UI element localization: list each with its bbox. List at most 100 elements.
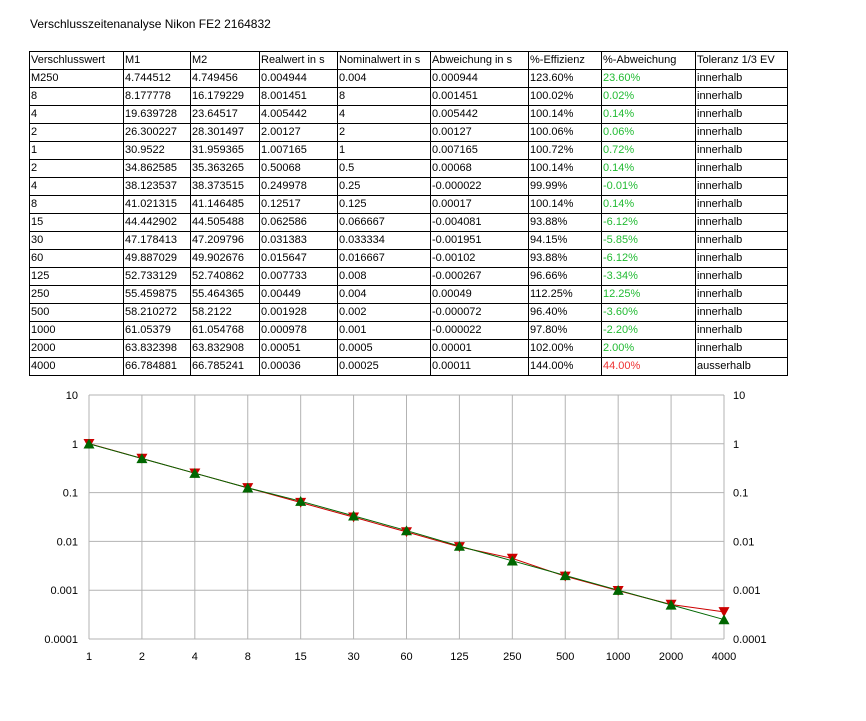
table-cell: 0.00017 [430, 195, 529, 214]
x-tick-label: 4000 [712, 651, 736, 663]
table-cell: 8.177778 [123, 87, 191, 106]
y-tick-label-right: 10 [733, 390, 745, 402]
table-row: M250 4.744512 4.749456 0.004944 0.004 0.00094… [29, 69, 788, 88]
data-point-series-1 [242, 482, 254, 493]
table-cell: 66.785241 [190, 357, 260, 376]
table-cell: 58.2122 [190, 303, 260, 322]
table-cell: 8 [337, 87, 431, 106]
table-cell: 23.64517 [190, 105, 260, 124]
table-cell: 0.02% [601, 87, 696, 106]
table-cell: -0.000022 [430, 321, 529, 340]
table-row: 250 55.459875 55.464365 0.00449 0.004 0.00049… [29, 285, 788, 304]
table-cell: -2.20% [601, 321, 696, 340]
table-cell: innerhalb [695, 195, 788, 214]
table-cell: 0.00068 [430, 159, 529, 178]
y-tick-label-right: 0.01 [733, 536, 754, 548]
table-row: 8 8.177778 16.179229 8.001451 8 0.001451 100.0… [29, 87, 788, 106]
table-cell: 102.00% [528, 339, 602, 358]
table-cell: 58.210272 [123, 303, 191, 322]
x-tick-label: 1000 [606, 651, 630, 663]
x-tick-label: 15 [295, 651, 307, 663]
table-cell: -0.000267 [430, 267, 529, 286]
table-cell: 4.744512 [123, 69, 191, 88]
table-cell: 0.00049 [430, 285, 529, 304]
table-cell: innerhalb [695, 213, 788, 232]
table-cell: 60 [29, 249, 124, 268]
table-cell: 44.442902 [123, 213, 191, 232]
x-tick-label: 500 [556, 651, 574, 663]
table-cell: 52.733129 [123, 267, 191, 286]
table-cell: 0.005442 [430, 105, 529, 124]
table-cell: -6.12% [601, 213, 696, 232]
y-tick-label-left: 10 [66, 390, 78, 402]
y-tick-label-left: 1 [72, 439, 78, 451]
table-cell: -3.60% [601, 303, 696, 322]
table-cell: 93.88% [528, 213, 602, 232]
data-point-series-1 [506, 555, 518, 566]
table-cell: 0.00025 [337, 357, 431, 376]
data-point-series-1 [559, 570, 571, 581]
table-cell: innerhalb [695, 231, 788, 250]
table-cell: innerhalb [695, 69, 788, 88]
table-cell: 63.832908 [190, 339, 260, 358]
table-cell: -5.85% [601, 231, 696, 250]
table-cell: 2.00% [601, 339, 696, 358]
table-cell: 47.178413 [123, 231, 191, 250]
table-cell: 250 [29, 285, 124, 304]
table-cell: 63.832398 [123, 339, 191, 358]
y-tick-label-left: 0.01 [57, 536, 78, 548]
table-cell: 23.60% [601, 69, 696, 88]
table-cell: 34.862585 [123, 159, 191, 178]
y-tick-label-left: 0.1 [63, 488, 78, 500]
y-tick-label-right: 0.0001 [733, 634, 767, 646]
y-tick-label-right: 0.001 [733, 585, 761, 597]
table-cell: 38.373515 [190, 177, 260, 196]
table-cell: 4.005442 [259, 105, 338, 124]
table-cell: -0.000072 [430, 303, 529, 322]
table-cell: 61.05379 [123, 321, 191, 340]
table-header-cell: M2 [190, 51, 260, 70]
table-cell: 8 [29, 195, 124, 214]
table-cell: 4 [337, 105, 431, 124]
table-cell: -0.000022 [430, 177, 529, 196]
table-cell: 0.002 [337, 303, 431, 322]
table-cell: innerhalb [695, 123, 788, 142]
table-cell: 8 [29, 87, 124, 106]
shutter-speed-chart: 10 1 0.1 0.01 0.001 0.0001 10 1 0.1 0.01 0.001 0.00… [44, 390, 767, 663]
table-cell: 100.14% [528, 195, 602, 214]
data-point-series-1 [295, 495, 307, 506]
table-cell: 0.031383 [259, 231, 338, 250]
table-header-cell: Realwert in s [259, 51, 338, 70]
table-cell: 19.639728 [123, 105, 191, 124]
table-row: 1000 61.05379 61.054768 0.000978 0.001 -0.000… [29, 321, 788, 340]
table-cell: 123.60% [528, 69, 602, 88]
table-cell: 44.00% [601, 357, 696, 376]
table-cell: 100.02% [528, 87, 602, 106]
y-tick-label-left: 0.0001 [44, 634, 78, 646]
data-point-series-1 [665, 599, 677, 610]
table-cell: 93.88% [528, 249, 602, 268]
table-cell: 96.40% [528, 303, 602, 322]
table-cell: 12.25% [601, 285, 696, 304]
table-cell: innerhalb [695, 141, 788, 160]
table-cell: 4000 [29, 357, 124, 376]
table-cell: 0.00036 [259, 357, 338, 376]
table-cell: innerhalb [695, 339, 788, 358]
table-cell: 0.015647 [259, 249, 338, 268]
table-cell: 8.001451 [259, 87, 338, 106]
table-cell: 16.179229 [190, 87, 260, 106]
table-cell: -0.004081 [430, 213, 529, 232]
table-cell: innerhalb [695, 303, 788, 322]
data-point-series-1 [718, 614, 730, 625]
table-cell: innerhalb [695, 177, 788, 196]
table-cell: 0.06% [601, 123, 696, 142]
table-cell: 41.021315 [123, 195, 191, 214]
table-cell: 97.80% [528, 321, 602, 340]
table-row: 125 52.733129 52.740862 0.007733 0.008 -0.000… [29, 267, 788, 286]
table-cell: innerhalb [695, 267, 788, 286]
table-cell: 500 [29, 303, 124, 322]
table-cell: -0.001951 [430, 231, 529, 250]
table-cell: 4.749456 [190, 69, 260, 88]
table-cell: 96.66% [528, 267, 602, 286]
data-point-series-1 [189, 467, 201, 478]
